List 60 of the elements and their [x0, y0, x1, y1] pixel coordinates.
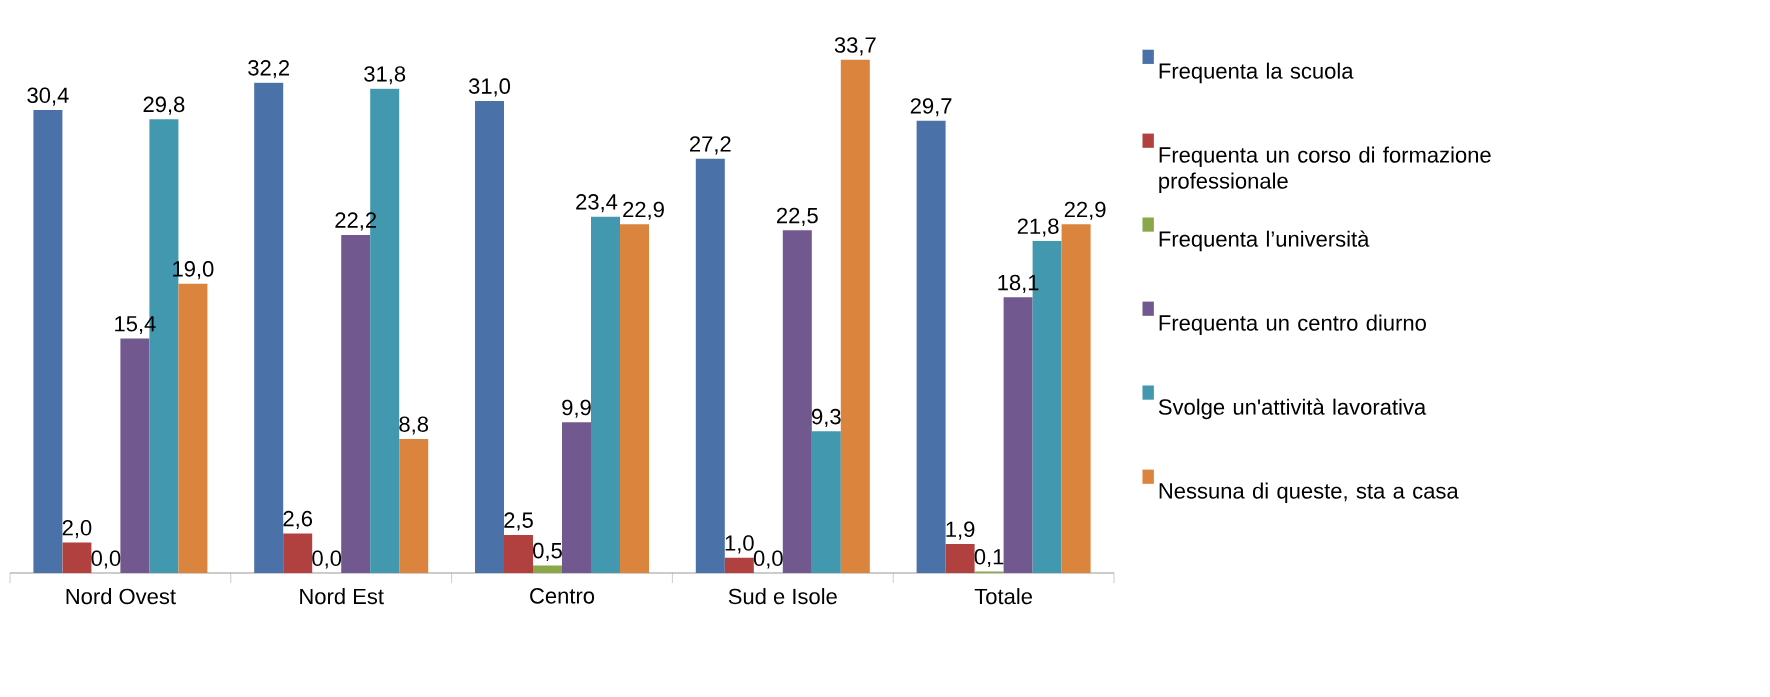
bar [475, 100, 505, 573]
bar [341, 234, 371, 573]
x-tick-label: Nord Est [300, 588, 384, 605]
legend-label: Frequenta un corso di formazione professionale [1159, 146, 1491, 194]
bar [62, 542, 92, 573]
bar [811, 431, 841, 573]
data-label: 2,0 [62, 519, 92, 539]
bar [591, 216, 621, 573]
bar [178, 283, 208, 573]
data-label: 0,1 [974, 548, 1004, 568]
data-label: 31,0 [468, 78, 511, 97]
bar [1003, 297, 1033, 573]
legend-label: Frequenta un centro diurno [1159, 314, 1426, 336]
legend-label: Frequenta l’università [1159, 230, 1370, 252]
data-label: 2,5 [504, 512, 533, 531]
data-label: 0,0 [91, 550, 121, 569]
data-label: 32,2 [248, 60, 290, 79]
data-label: 23,4 [576, 194, 618, 213]
bar [1061, 224, 1091, 573]
data-label: 22,5 [776, 207, 818, 226]
data-label: 21,8 [1017, 218, 1059, 237]
legend-label: Svolge un'attività lavorativa [1158, 398, 1427, 420]
data-label: 22,9 [623, 201, 664, 220]
bar [33, 110, 63, 573]
bar [916, 120, 946, 573]
bar [399, 438, 429, 573]
bar [533, 565, 562, 573]
data-label: 29,7 [910, 98, 952, 117]
x-tick-label: Nord Ovest [66, 588, 176, 605]
bar [562, 422, 592, 573]
data-label: 0,0 [312, 550, 342, 569]
data-label: 29,8 [143, 96, 185, 115]
bar [254, 82, 284, 573]
data-label: 0,0 [753, 550, 783, 569]
bar [782, 230, 812, 573]
x-tick-label: Totale [974, 588, 1032, 605]
data-label: 33,7 [834, 37, 876, 56]
bar [695, 158, 725, 573]
data-label: 1,0 [725, 535, 754, 554]
x-tick-label: Centro [530, 588, 595, 604]
bar [120, 338, 150, 573]
data-label: 30,4 [27, 87, 69, 106]
bar [840, 59, 870, 573]
data-label: 0,5 [533, 542, 562, 561]
data-label: 9,3 [812, 408, 841, 427]
data-label: 22,9 [1064, 201, 1106, 220]
data-label: 27,2 [689, 136, 731, 155]
bar [620, 224, 650, 573]
data-label: 1,9 [946, 521, 975, 540]
legend-label: Frequenta la scuola [1159, 62, 1354, 84]
legend-label: Nessuna di queste, sta a casa [1159, 482, 1459, 504]
data-label: 9,9 [562, 399, 591, 418]
bar [945, 544, 975, 573]
bar [724, 557, 754, 573]
data-label: 8,8 [399, 416, 429, 435]
bar [504, 534, 533, 573]
data-label: 2,6 [283, 510, 313, 530]
x-tick-label: Sud e Isole [728, 588, 837, 605]
data-label: 31,8 [364, 66, 406, 85]
bar [283, 533, 313, 573]
